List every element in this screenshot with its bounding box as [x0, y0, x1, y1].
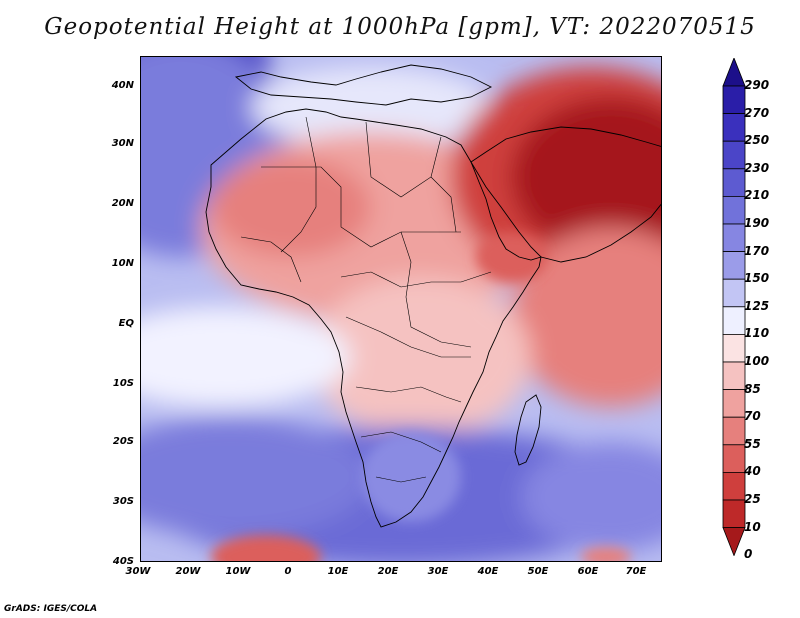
- lon-tick-label: 30W: [125, 566, 151, 577]
- lon-tick-label: 0: [284, 566, 292, 577]
- country-borders: [240, 116, 492, 483]
- colorbar-label: 170: [744, 243, 770, 258]
- colorbar-label: 10: [744, 519, 761, 534]
- lat-tick-label: 20N: [111, 198, 134, 209]
- lon-tick-label: 10E: [327, 566, 349, 577]
- lon-tick-label: 70E: [625, 566, 647, 577]
- colorbar-label: 70: [744, 409, 761, 424]
- colorbar-label: 230: [744, 160, 770, 175]
- colorbar-cell: [722, 140, 746, 170]
- lon-tick-label: 50E: [527, 566, 549, 577]
- colorbar-cell: [722, 527, 746, 556]
- lat-tick-label: 30S: [112, 496, 134, 507]
- colorbar-cell: [722, 85, 746, 115]
- colorbar-label: 25: [744, 492, 761, 506]
- lat-tick-label: 40N: [111, 80, 134, 91]
- colorbar-cell: [722, 168, 746, 197]
- map-panel: [140, 56, 662, 562]
- colorbar-label: 250: [744, 133, 770, 148]
- lon-tick-label: 60E: [577, 566, 599, 577]
- colorbar-label: 100: [744, 354, 770, 368]
- colorbar: [722, 58, 746, 556]
- lon-tick-label: 20E: [377, 566, 399, 577]
- colorbar-cell: [722, 389, 746, 418]
- colorbar-cell: [722, 416, 746, 446]
- colorbar-cell: [722, 444, 746, 473]
- colorbar-cell: [722, 113, 746, 142]
- colorbar-cell: [722, 58, 746, 87]
- colorbar-label: 0: [744, 547, 753, 562]
- lon-tick-label: 40E: [477, 566, 499, 577]
- field-shading: [141, 57, 661, 561]
- colorbar-cell: [722, 251, 746, 280]
- colorbar-label: 85: [744, 381, 761, 396]
- colorbar-cell: [722, 278, 746, 308]
- colorbar-label: 55: [744, 436, 761, 451]
- colorbar-cells: [722, 58, 746, 556]
- colorbar-cell: [722, 195, 746, 225]
- colorbar-cell: [722, 361, 746, 391]
- colorbar-label: 150: [744, 271, 770, 286]
- lon-tick-label: 30E: [427, 566, 449, 577]
- plot-title: Geopotential Height at 1000hPa [gpm], VT…: [44, 14, 756, 40]
- colorbar-cell: [722, 306, 746, 335]
- colorbar-label: 210: [744, 188, 770, 203]
- lat-tick-label: 20S: [112, 436, 134, 447]
- lat-tick-label: EQ: [118, 318, 134, 329]
- lat-tick-label: 10N: [111, 258, 134, 269]
- colorbar-cell: [722, 333, 746, 363]
- lat-tick-label: 10S: [112, 378, 134, 389]
- lat-tick-label: 30N: [111, 138, 134, 149]
- colorbar-label: 110: [744, 326, 770, 341]
- colorbar-cell: [722, 471, 746, 501]
- colorbar-label: 190: [744, 216, 770, 230]
- lat-tick-label: 40S: [112, 556, 134, 567]
- lon-tick-label: 20W: [175, 566, 201, 577]
- colorbar-label: 125: [744, 298, 770, 313]
- lon-tick-label: 10W: [225, 566, 251, 577]
- colorbar-label: 290: [744, 78, 770, 92]
- colorbar-label: 270: [744, 105, 770, 120]
- contour-map: [141, 57, 661, 561]
- colorbar-label: 40: [744, 464, 761, 479]
- colorbar-cell: [722, 223, 746, 253]
- coastlines: [205, 64, 661, 528]
- credit-text: GrADS: IGES/COLA: [4, 604, 98, 614]
- colorbar-cell: [722, 499, 746, 529]
